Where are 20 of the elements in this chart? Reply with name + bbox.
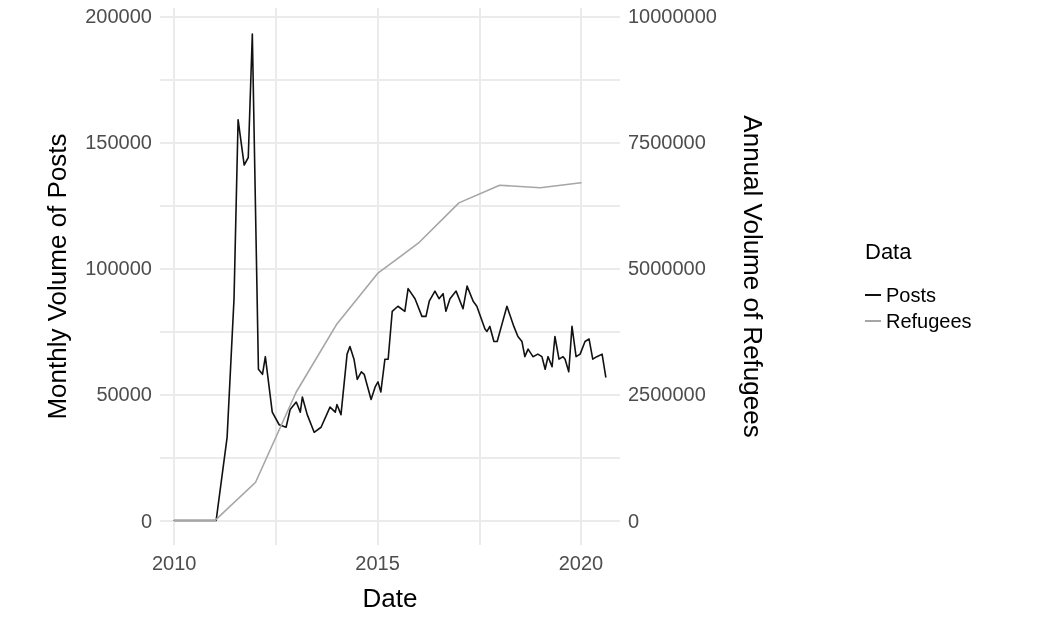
y2-tick-label: 10000000 xyxy=(628,5,717,28)
x-tick-label: 2015 xyxy=(355,552,400,574)
y2-tick-label: 5000000 xyxy=(628,257,706,280)
y2-tick-label: 7500000 xyxy=(628,131,706,154)
y-tick-label: 200000 xyxy=(85,5,152,28)
legend-label: Posts xyxy=(886,284,937,306)
x-tick-label: 2010 xyxy=(151,552,197,574)
y2-tick-label: 2500000 xyxy=(628,383,706,406)
legend-title: Data xyxy=(865,238,913,264)
y-tick-label: 100000 xyxy=(85,257,152,280)
y-tick-label: 150000 xyxy=(85,131,152,154)
x-axis-title: Date xyxy=(362,583,418,613)
line-series xyxy=(173,181,582,522)
y-tick-label: 0 xyxy=(140,509,152,532)
legend-label: Refugees xyxy=(886,310,972,332)
x-tick-label: 2020 xyxy=(558,552,604,574)
y2-tick-label: 0 xyxy=(628,509,640,532)
y2-axis-title: Annual Volume of Refugees xyxy=(738,115,768,438)
y-tick-label: 50000 xyxy=(96,383,152,406)
y-axis-title: Monthly Volume of Posts xyxy=(42,133,72,420)
